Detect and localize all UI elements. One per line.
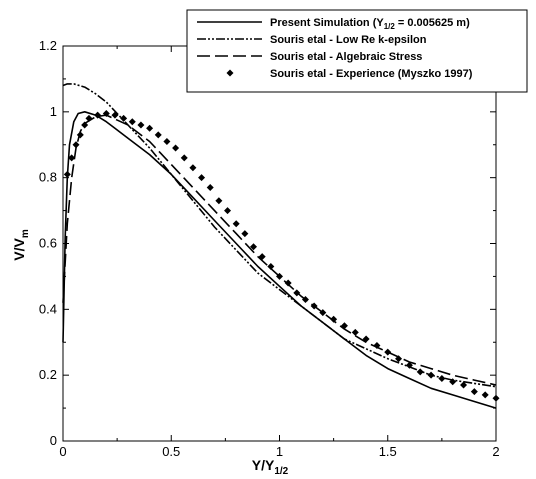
experience-data-point: [94, 111, 102, 119]
x-tick-label: 2: [492, 444, 499, 459]
legend-swatch: [226, 69, 234, 77]
legend-label: Souris etal - Experience (Myszko 1997): [270, 68, 473, 80]
experience-data-point: [68, 154, 76, 162]
experience-data-point: [224, 207, 232, 215]
y-tick-label: 0.4: [39, 301, 57, 316]
experience-data-point: [172, 144, 180, 152]
experience-data-point: [416, 368, 424, 376]
experience-data-point: [85, 114, 93, 122]
experience-data-point: [384, 348, 392, 356]
experience-data-point: [438, 374, 446, 382]
experience-data-point: [293, 289, 301, 297]
legend-label: Souris etal - Algebraic Stress: [270, 51, 422, 63]
experience-data-point: [215, 197, 223, 205]
legend-box: [186, 9, 528, 93]
experience-data-point: [340, 322, 348, 330]
series-line-solid: [62, 111, 497, 409]
experience-data-point: [267, 263, 275, 271]
experience-data-point: [330, 315, 338, 323]
experience-data-point: [72, 141, 80, 149]
y-tick-label: 0: [50, 433, 57, 448]
experience-data-point: [301, 295, 309, 303]
experience-data-point: [137, 121, 145, 129]
experience-data-point: [276, 272, 283, 280]
y-axis-title: V/Vm: [11, 229, 31, 261]
x-tick-label: 1.5: [379, 444, 397, 459]
legend-label: Present Simulation (Y1/2 = 0.005625 m): [270, 17, 470, 31]
experience-data-point: [258, 253, 266, 261]
x-tick-label: 1: [276, 444, 283, 459]
experience-data-point: [250, 243, 258, 251]
experience-data-point: [63, 170, 71, 178]
experience-data-point: [198, 174, 206, 182]
experience-data-point: [405, 361, 413, 369]
experience-data-point: [460, 381, 468, 389]
experience-data-point: [284, 279, 292, 287]
experience-data-point: [146, 124, 154, 132]
experience-data-point: [470, 388, 478, 396]
experience-data-point: [102, 109, 110, 117]
x-axis-title: Y/Y1/2: [252, 457, 289, 477]
experience-data-point: [154, 131, 162, 139]
experience-data-point: [241, 230, 249, 238]
experience-data-point: [232, 220, 240, 228]
experience-data-point: [128, 118, 136, 126]
experience-data-point: [351, 328, 359, 336]
experience-data-point: [427, 371, 435, 379]
experience-data-point: [111, 111, 119, 119]
y-tick-label: 1.2: [39, 38, 57, 53]
experience-data-point: [189, 164, 197, 172]
y-tick-label: 0.8: [39, 170, 57, 185]
experience-data-point: [481, 391, 489, 399]
y-tick-label: 0.6: [39, 236, 57, 251]
experience-data-point: [362, 335, 370, 343]
legend-entries: Present Simulation (Y1/2 = 0.005625 m) So…: [197, 17, 473, 80]
experience-data-point: [81, 121, 89, 129]
experience-data-point: [319, 309, 327, 317]
series-line-dash-dot-dot: [62, 83, 497, 388]
legend: Present Simulation (Y1/2 = 0.005625 m) So…: [186, 9, 528, 93]
x-tick-label: 0.5: [162, 444, 180, 459]
experience-data-point: [492, 394, 500, 402]
experience-data-point: [449, 378, 457, 386]
experience-data-point: [76, 131, 84, 139]
legend-label: Souris etal - Low Re k-epsilon: [270, 34, 427, 46]
plot-frame: [62, 45, 497, 442]
y-tick-label: 0.2: [39, 367, 57, 382]
experience-data-point: [120, 114, 128, 122]
experience-data-point: [395, 355, 403, 363]
series-line-long-dash: [62, 114, 497, 386]
experience-data-point: [310, 302, 318, 310]
experience-data-point: [180, 154, 188, 162]
x-tick-label: 0: [59, 444, 66, 459]
y-tick-label: 1: [50, 104, 57, 119]
tick-layer: 0 0.5 1 1.5 2 0 0.2 0.4 0.6 0.8 1 1.2: [39, 38, 500, 459]
experience-data-point: [206, 184, 214, 192]
series-layer: [62, 83, 500, 409]
experience-data-point: [163, 137, 171, 145]
experience-data-point: [373, 342, 381, 350]
